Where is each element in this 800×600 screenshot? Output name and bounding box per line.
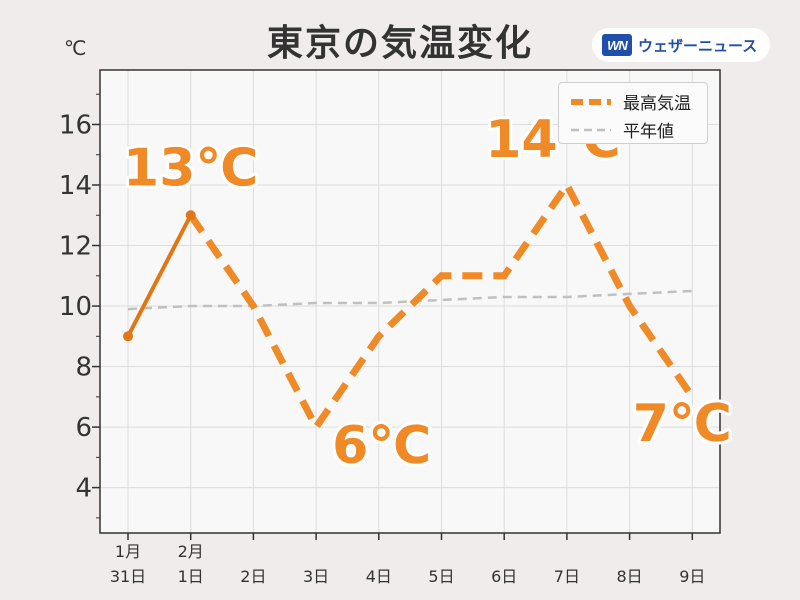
y-tick-label: 10	[59, 292, 92, 322]
data-point-high	[123, 331, 133, 342]
x-tick-label-day: 8日	[617, 567, 643, 586]
brand-badge: WN ウェザーニュース	[592, 28, 770, 62]
legend-item-normal: 平年値	[569, 117, 674, 142]
x-tick-label-day: 3日	[303, 567, 329, 586]
y-axis-unit-label: ℃	[64, 36, 87, 60]
legend-swatch-high	[571, 98, 611, 105]
legend: 最高気温 平年値	[558, 82, 708, 144]
y-tick-label: 6	[75, 413, 92, 443]
series-line-normal	[127, 289, 693, 311]
x-tick-label-day: 1日	[178, 567, 204, 586]
x-tick-label-day: 4日	[366, 567, 392, 586]
data-label-high: 6℃	[332, 416, 431, 476]
series-line-high-forecast	[187, 178, 696, 434]
x-tick-label-day: 9日	[679, 567, 705, 586]
y-tick-label: 16	[59, 110, 92, 140]
weathernews-logo-icon: WN	[602, 34, 632, 56]
x-tick-label-day: 2日	[240, 567, 266, 586]
brand-name: ウェザーニュース	[638, 36, 758, 55]
legend-label-normal: 平年値	[623, 122, 674, 142]
legend-item-high: 最高気温	[569, 89, 691, 114]
y-tick-label: 12	[59, 232, 92, 262]
x-tick-label-day: 6日	[491, 567, 517, 586]
x-tick-label-day: 31日	[110, 567, 146, 586]
y-tick-label: 4	[75, 474, 92, 504]
plot-frame	[99, 69, 721, 534]
x-tick-label-day: 7日	[554, 567, 580, 586]
x-tick-label-month: 1月	[115, 542, 141, 561]
data-label-high: 13℃	[123, 138, 258, 198]
y-tick-label: 8	[75, 353, 92, 383]
x-tick-label-month: 2月	[178, 542, 204, 561]
data-point-high	[185, 210, 196, 221]
data-label-high: 7℃	[633, 394, 732, 454]
chart-title: 東京の気温変化	[266, 23, 533, 64]
y-tick-label: 14	[59, 171, 92, 201]
x-tick-label-day: 5日	[428, 567, 454, 586]
legend-label-high: 最高気温	[623, 94, 691, 114]
legend-swatch-normal	[571, 128, 611, 131]
series-line-high-observed	[126, 214, 193, 338]
